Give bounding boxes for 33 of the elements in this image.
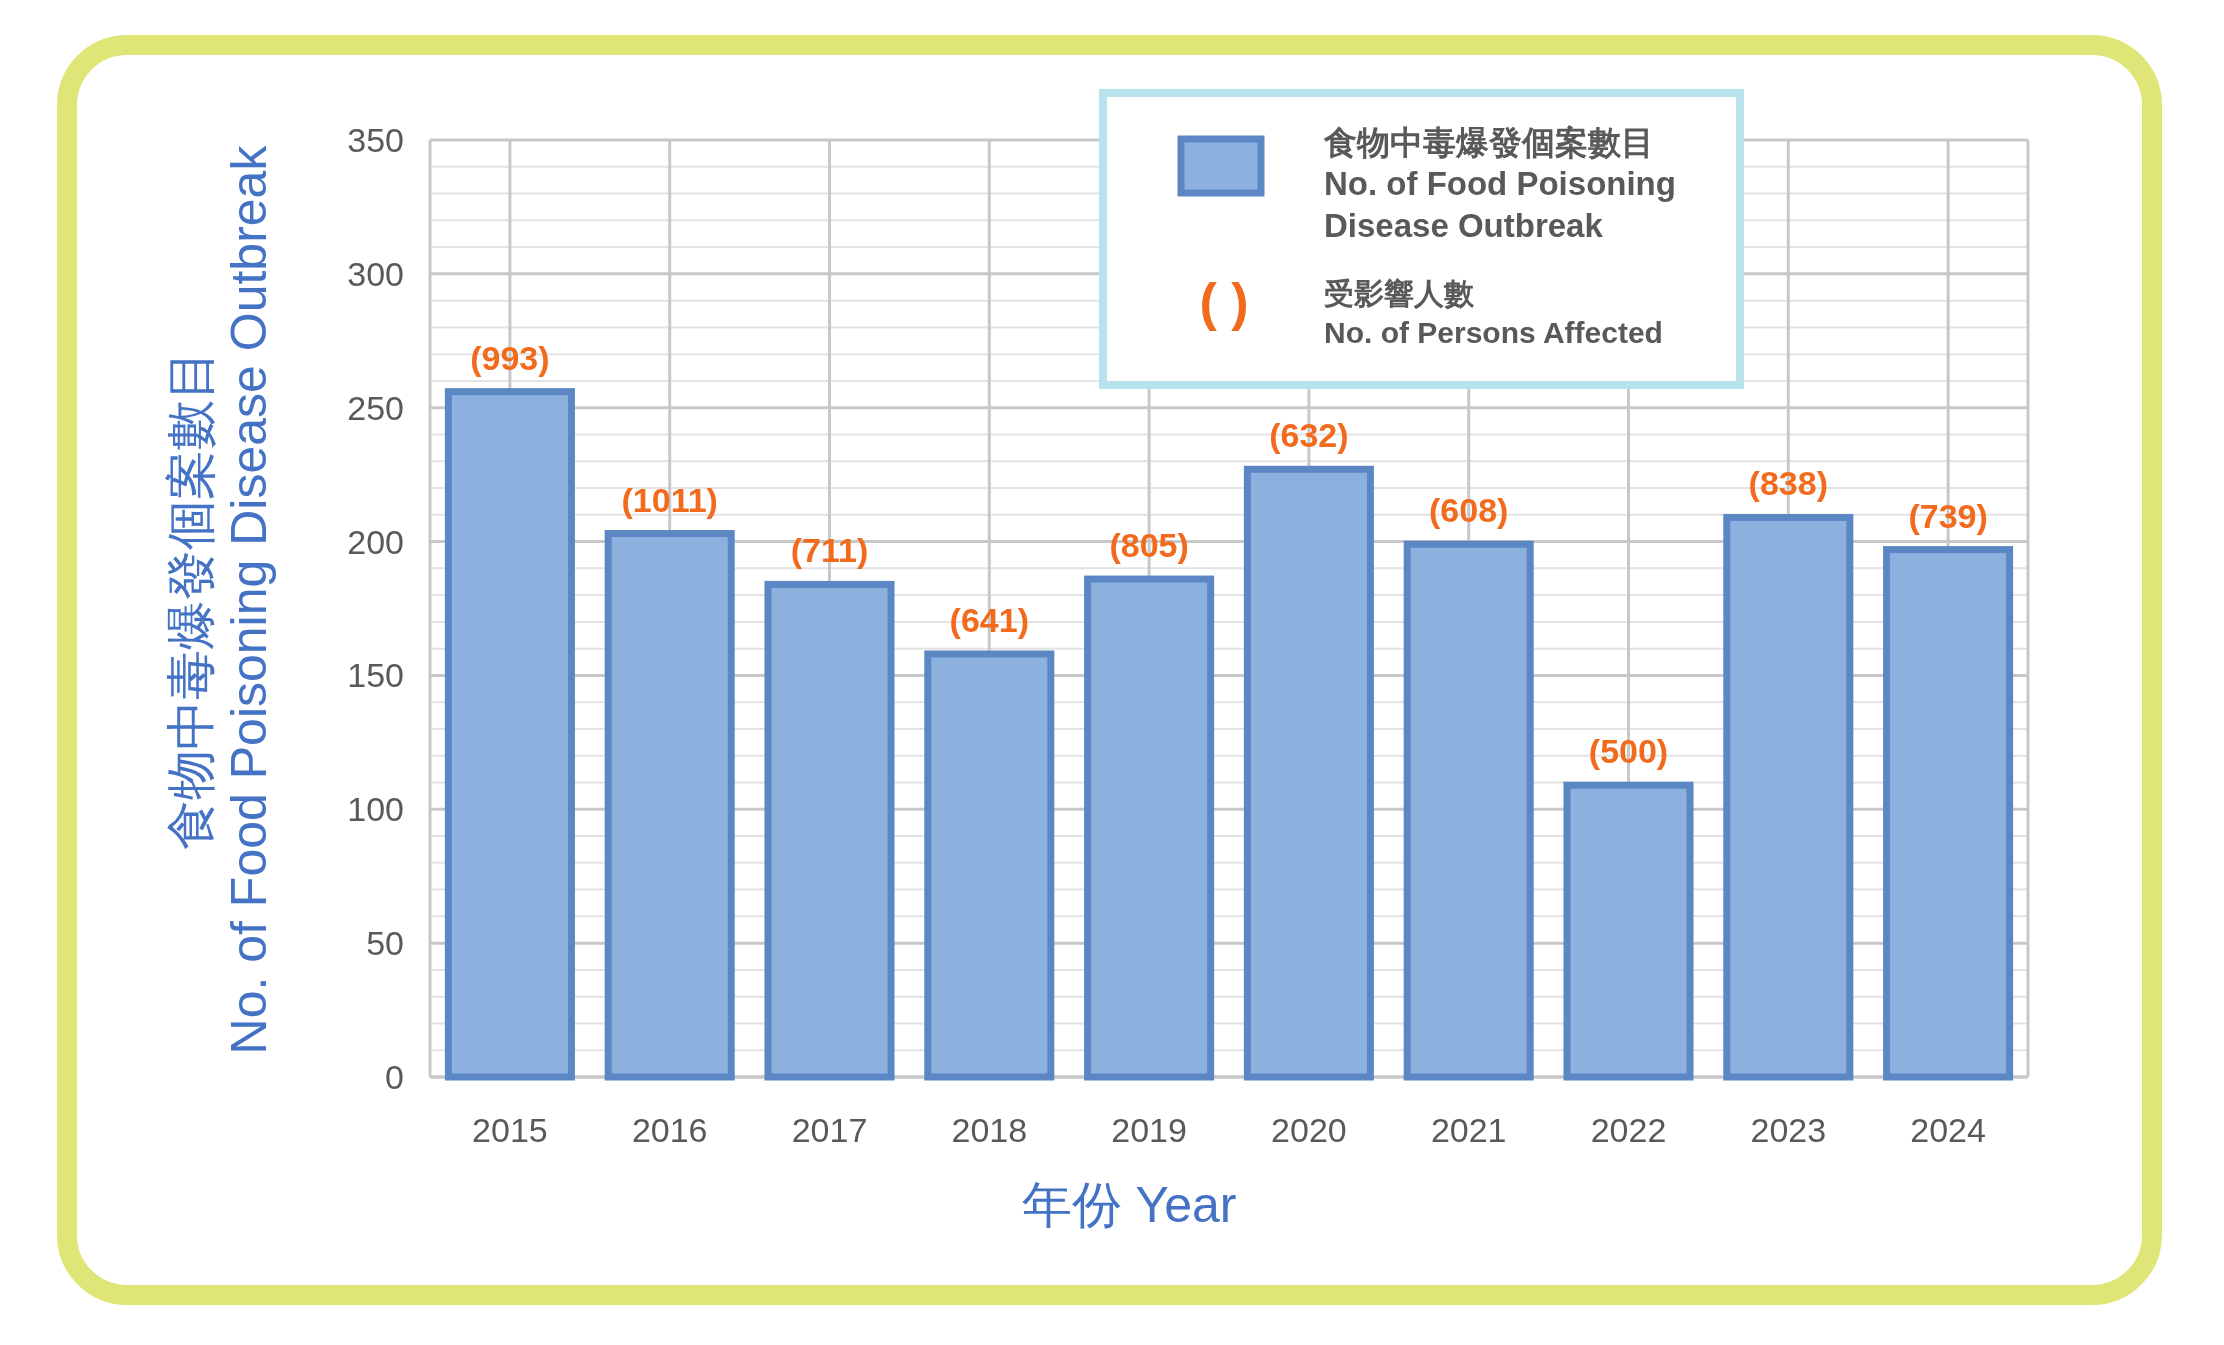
y-tick-label: 250 <box>347 388 404 427</box>
y-tick-label: 300 <box>347 254 404 293</box>
annotation: (711) <box>790 531 869 570</box>
annotation: 受影響人數 No. of Persons Affected <box>1324 277 1663 349</box>
annotation: (608) <box>1429 491 1509 530</box>
x-tick-label: 2017 <box>791 1111 868 1149</box>
annotation: (739) <box>1908 496 1988 535</box>
annotation: (641) <box>949 601 1029 640</box>
x-tick-label: 2021 <box>1430 1111 1507 1149</box>
annotation: (805) <box>1109 526 1189 565</box>
annotation: (500) <box>1588 732 1669 771</box>
x-tick-label: 2016 <box>631 1111 708 1149</box>
annotation: (993) <box>470 338 550 377</box>
x-tick-label: 2024 <box>1910 1111 1986 1149</box>
x-tick-label: 2015 <box>472 1111 548 1149</box>
x-tick-label: 2019 <box>1111 1111 1187 1149</box>
y-tick-label: 150 <box>347 656 404 695</box>
x-tick-label: 2023 <box>1750 1111 1827 1149</box>
x-tick-label: 2022 <box>1590 1111 1667 1149</box>
x-axis-title: 年份 Year <box>1021 1177 1237 1233</box>
x-tick-label: 2020 <box>1271 1111 1347 1149</box>
y-tick-label: 350 <box>347 121 404 159</box>
y-tick-label: 200 <box>347 522 404 561</box>
y-tick-label: 100 <box>347 790 404 829</box>
annotation: (838) <box>1748 464 1828 503</box>
annotation: (1011) <box>621 480 718 519</box>
legend-label: 食物中毒爆發個案數目 No. of Food Poisoning Disease Outbreak <box>1323 124 1676 244</box>
y-tick-label: 50 <box>366 924 404 963</box>
y-tick-label: 0 <box>385 1058 404 1096</box>
y-axis-title: 食物中毒爆發個案數目 No. of Food Poisoning Disease Outbreak <box>163 144 277 1055</box>
x-tick-label: 2018 <box>951 1111 1028 1149</box>
annotation: ( ) <box>1199 273 1249 331</box>
annotation: (632) <box>1269 416 1349 455</box>
